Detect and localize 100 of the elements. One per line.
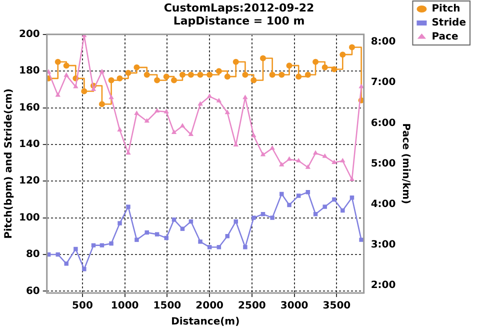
point: [322, 153, 328, 158]
point: [154, 77, 160, 84]
point: [340, 208, 345, 213]
point: [279, 162, 284, 166]
legend-label: Pitch: [432, 4, 460, 15]
point: [296, 158, 302, 162]
point: [163, 74, 170, 80]
point: [348, 44, 355, 50]
point: [260, 152, 266, 156]
x-tick-label: 1500: [153, 300, 182, 312]
x-tick-label: 3000: [280, 300, 308, 312]
point: [250, 77, 257, 84]
point: [108, 94, 114, 100]
point: [81, 88, 88, 94]
point: [98, 101, 105, 108]
point: [224, 74, 230, 80]
point: [134, 110, 140, 115]
point: [117, 127, 122, 132]
point: [90, 86, 96, 92]
point: [224, 110, 230, 114]
point: [126, 150, 131, 155]
point: [332, 159, 337, 164]
point: [260, 55, 266, 62]
y-tick-label: 180: [19, 66, 40, 77]
point: [269, 72, 276, 78]
point: [270, 216, 274, 220]
point: [207, 245, 212, 250]
point: [234, 219, 238, 224]
y2-tick-label: 4:00: [370, 198, 396, 210]
point: [74, 246, 78, 252]
y-tick-label: 60: [26, 286, 40, 297]
x-tick-label: 1000: [110, 300, 139, 312]
point: [252, 216, 256, 220]
point: [313, 212, 318, 216]
point: [207, 93, 212, 98]
point: [116, 75, 123, 82]
chart-subtitle: LapDistance = 100 m: [173, 14, 305, 28]
y-tick-label: 80: [26, 249, 40, 260]
point: [154, 108, 160, 113]
point: [312, 58, 319, 65]
point: [118, 221, 122, 226]
point: [180, 123, 186, 128]
x-tick-label: 500: [72, 300, 93, 312]
y-tick-label: 100: [19, 212, 40, 224]
point: [349, 176, 355, 182]
point: [286, 62, 292, 69]
point: [154, 232, 160, 236]
point: [332, 197, 336, 202]
x-tick-label: 2500: [238, 300, 266, 312]
point: [322, 64, 328, 70]
point: [242, 72, 248, 78]
point: [188, 132, 194, 136]
point: [125, 70, 132, 76]
point: [270, 145, 275, 150]
legend-label: Pace: [432, 32, 458, 43]
point: [63, 62, 70, 69]
point: [197, 72, 204, 78]
y-axis-title: Pitch(bpm) and Stride(cm): [4, 88, 15, 239]
point: [144, 118, 150, 123]
point: [198, 101, 203, 106]
x-tick-label: 2000: [196, 300, 224, 312]
point: [134, 238, 139, 242]
point: [359, 238, 364, 242]
point: [91, 243, 96, 248]
point: [216, 98, 222, 102]
point: [82, 267, 86, 272]
y2-axis-title: Pace (min/km): [400, 123, 412, 204]
chart-title: CustomLaps:2012-09-22: [164, 1, 314, 14]
point: [108, 77, 114, 84]
point: [287, 202, 292, 208]
point: [242, 94, 248, 100]
point: [198, 240, 202, 244]
point: [322, 204, 327, 209]
point: [64, 72, 69, 77]
point: [172, 218, 176, 222]
point: [216, 68, 222, 74]
point: [134, 64, 140, 70]
point: [340, 52, 346, 58]
point: [296, 74, 302, 80]
point: [331, 66, 338, 72]
x-tick-label: 3500: [322, 300, 351, 312]
point: [109, 241, 114, 246]
point: [164, 108, 169, 114]
point: [243, 245, 248, 250]
point: [232, 58, 239, 65]
y2-tick-label: 3:00: [370, 239, 396, 250]
point: [126, 204, 130, 209]
point: [260, 212, 266, 216]
point: [179, 72, 186, 78]
point: [100, 243, 104, 248]
point: [206, 72, 213, 78]
point: [280, 192, 284, 196]
y2-tick-label: 5:00: [370, 158, 396, 170]
point: [180, 226, 185, 231]
point: [144, 72, 150, 78]
y2-tick-label: 2:00: [370, 280, 396, 291]
point: [350, 196, 354, 200]
y2-tick-label: 8:00: [370, 36, 396, 48]
point: [312, 150, 318, 155]
point: [188, 72, 194, 78]
